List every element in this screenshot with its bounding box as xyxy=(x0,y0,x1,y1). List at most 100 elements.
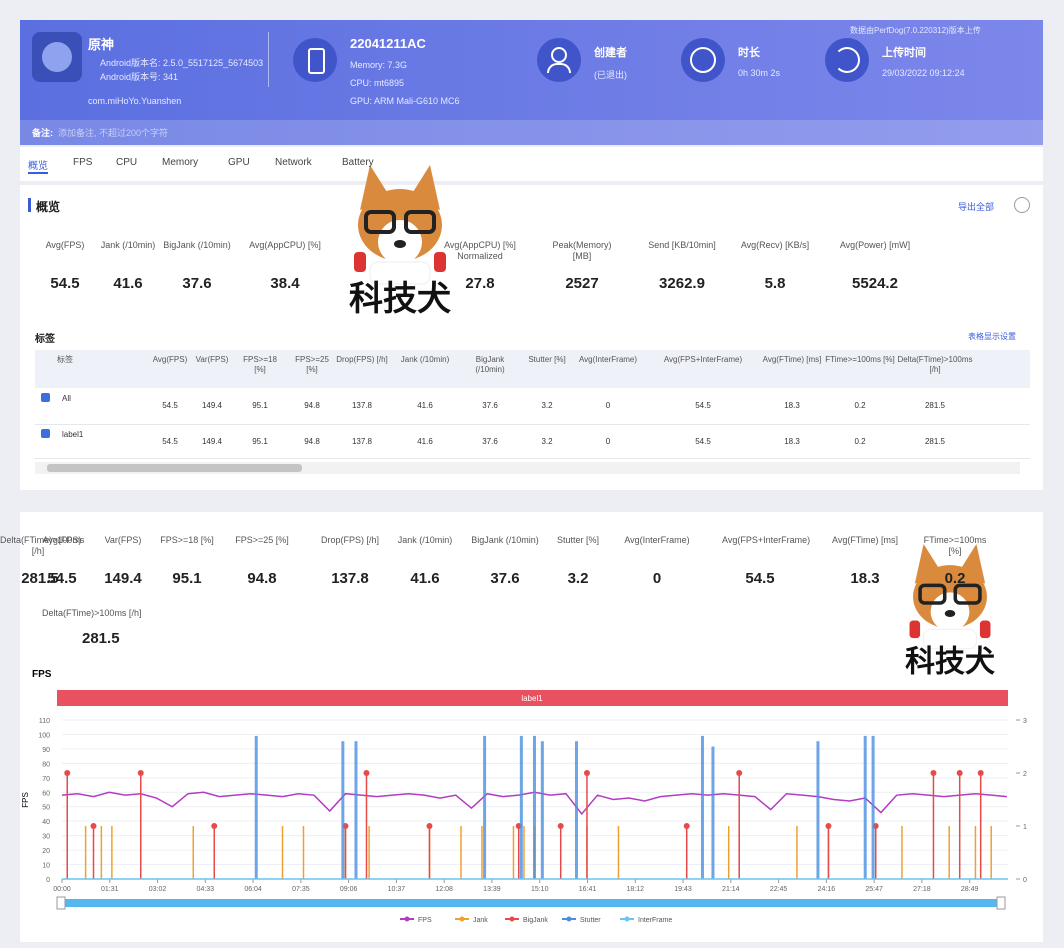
table-cell: 3.2 xyxy=(541,401,553,410)
x-tick-label: 01:31 xyxy=(101,886,119,893)
x-tick-label: 21:14 xyxy=(722,886,740,893)
metric-value: 38.4 xyxy=(270,275,300,292)
legend-item[interactable]: Stutter xyxy=(562,916,601,925)
table-cell: 149.4 xyxy=(201,401,223,410)
stutter-bar xyxy=(574,741,578,879)
legend-item[interactable]: Jank xyxy=(455,916,488,925)
metric-label: Var(FPS) xyxy=(104,535,142,545)
legend-label: BigJank xyxy=(523,917,548,924)
metric-label: FTime>=100ms [%] xyxy=(923,535,987,556)
event-dot xyxy=(426,823,433,829)
app-info: Android版本名: 2.5.0_5517125_5674503 xyxy=(100,58,264,68)
device-icon xyxy=(293,38,337,82)
y-tick-label: 40 xyxy=(42,819,50,826)
app-info: com.miHoYo.Yuanshen xyxy=(88,96,182,106)
stutter-bar xyxy=(354,741,358,879)
table-cell: 18.3 xyxy=(784,437,800,446)
y2-tick-label: 0 xyxy=(1023,877,1027,884)
metric-label: Avg(AppCPU) [%] xyxy=(249,240,321,250)
event-dot xyxy=(90,823,97,829)
stutter-bar xyxy=(532,735,536,879)
table-cell: 94.8 xyxy=(304,437,320,446)
tab[interactable]: FPS xyxy=(73,157,93,168)
row-label: All xyxy=(62,394,71,403)
x-tick-label: 15:10 xyxy=(531,886,549,893)
table-header xyxy=(35,350,1030,388)
legend-dot xyxy=(509,916,515,922)
x-tick-label: 16:41 xyxy=(579,886,597,893)
metric-label: Delta(FTime)>100ms [/h] xyxy=(0,535,85,556)
stutter-bar xyxy=(483,735,487,879)
x-tick-label: 09:06 xyxy=(340,886,358,893)
tab[interactable]: Memory xyxy=(162,157,199,168)
legend-item[interactable]: BigJank xyxy=(505,916,548,925)
more-button[interactable] xyxy=(1014,197,1030,213)
row-checkbox[interactable] xyxy=(41,429,50,438)
range-bar xyxy=(57,690,1008,706)
event-dot xyxy=(557,823,564,829)
legend-item[interactable]: InterFrame xyxy=(620,916,672,925)
table-cell: 0 xyxy=(605,401,611,410)
chart-title: FPS xyxy=(32,669,52,680)
y2-tick-label: 2 xyxy=(1023,771,1027,778)
table-cell: 149.4 xyxy=(201,437,223,446)
stutter-bar xyxy=(871,735,875,879)
metric-label: FPS>=25 [%] xyxy=(235,535,289,545)
metric-value: 149.4 xyxy=(104,570,142,587)
metric-label: BigJank (/10min) xyxy=(471,535,539,545)
tab[interactable]: Network xyxy=(275,157,312,168)
tab[interactable]: CPU xyxy=(116,157,138,168)
event-dot xyxy=(956,770,963,776)
y-tick-label: 10 xyxy=(42,863,50,870)
metric-value: 54.5 xyxy=(745,570,775,587)
x-tick-label: 03:02 xyxy=(149,886,167,893)
source-note: 数据由PerfDog(7.0.220312)版本上传 xyxy=(850,26,981,35)
x-tick-label: 28:49 xyxy=(961,886,979,893)
x-tick-label: 10:37 xyxy=(388,886,406,893)
table-cell: 54.5 xyxy=(695,437,711,446)
app-info: Android版本号: 341 xyxy=(100,72,179,82)
metric-value: 94.8 xyxy=(247,570,277,587)
table-cell: 0 xyxy=(605,437,611,446)
y-tick-label: 0 xyxy=(46,877,50,884)
x-tick-label: 04:33 xyxy=(197,886,215,893)
legend-item[interactable]: FPS xyxy=(400,916,432,925)
y-tick-label: 100 xyxy=(38,732,50,739)
stutter-bar xyxy=(519,735,523,879)
metric-value: 3.2 xyxy=(567,570,589,587)
legend-label: Jank xyxy=(473,917,488,924)
tab[interactable]: GPU xyxy=(228,157,250,168)
metric-value: 95.1 xyxy=(172,570,202,587)
metric-value: 18.3 xyxy=(850,570,880,587)
event-dot xyxy=(683,823,690,829)
row-divider xyxy=(35,424,1030,425)
metric-label: Avg(Power) [mW] xyxy=(839,240,911,250)
title-bar xyxy=(28,198,31,212)
table-settings[interactable]: 表格显示设置 xyxy=(968,332,1016,341)
table-header-cell: Var(FPS) xyxy=(195,355,229,364)
remark-input[interactable]: 添加备注, 不超过200个字符 xyxy=(58,128,169,138)
event-dot xyxy=(211,823,218,829)
y-tick-label: 70 xyxy=(42,776,50,783)
duration-label: 时长 xyxy=(738,47,760,59)
range-label: label1 xyxy=(521,694,543,703)
row-checkbox[interactable] xyxy=(41,393,50,402)
labels-title: 标签 xyxy=(35,334,55,345)
x-tick-label: 18:12 xyxy=(627,886,645,893)
metric-label: Avg(Recv) [KB/s] xyxy=(740,240,810,250)
table-scrollbar[interactable] xyxy=(35,462,1020,474)
tab[interactable]: Battery xyxy=(342,157,374,168)
export-button[interactable]: 导出全部 xyxy=(958,202,995,212)
metric-value: 37.6 xyxy=(490,570,520,587)
metric-label: Avg(AppCPU) [%] Normalized xyxy=(444,240,516,261)
table-header-cell: Jank (/10min) xyxy=(400,355,450,364)
metric-value: 54.5 xyxy=(50,275,80,292)
x-tick-label: 22:45 xyxy=(770,886,788,893)
stutter-bar xyxy=(711,746,715,879)
metric-value: 3262.9 xyxy=(659,275,705,292)
metric-label: Avg(FPS) xyxy=(45,240,85,250)
tab[interactable]: 概览 xyxy=(28,157,48,174)
metric-value: 0 xyxy=(652,570,662,587)
x-tick-label: 13:39 xyxy=(483,886,501,893)
